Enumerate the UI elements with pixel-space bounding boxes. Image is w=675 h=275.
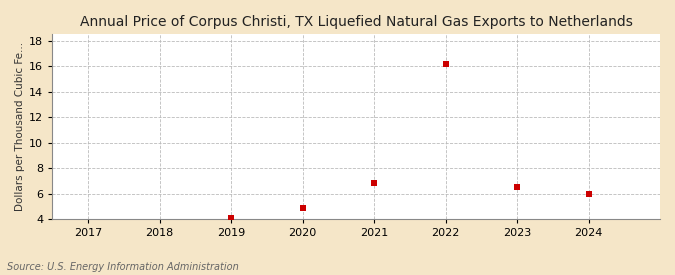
Title: Annual Price of Corpus Christi, TX Liquefied Natural Gas Exports to Netherlands: Annual Price of Corpus Christi, TX Lique… bbox=[80, 15, 632, 29]
Point bbox=[225, 216, 236, 220]
Point bbox=[512, 185, 522, 189]
Point bbox=[297, 205, 308, 210]
Point bbox=[369, 181, 379, 186]
Point bbox=[583, 191, 594, 196]
Y-axis label: Dollars per Thousand Cubic Fe...: Dollars per Thousand Cubic Fe... bbox=[15, 42, 25, 211]
Point bbox=[440, 61, 451, 66]
Text: Source: U.S. Energy Information Administration: Source: U.S. Energy Information Administ… bbox=[7, 262, 238, 272]
